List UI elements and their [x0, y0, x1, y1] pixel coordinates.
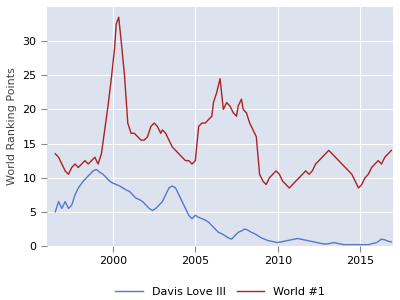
- Davis Love III: [53, 210, 58, 214]
- Davis Love III: [341, 243, 346, 246]
- World #1: [389, 148, 394, 152]
- World #1: [251, 128, 256, 132]
- Davis Love III: [193, 214, 198, 217]
- Line: Davis Love III: Davis Love III: [55, 169, 392, 244]
- Y-axis label: World Ranking Points: World Ranking Points: [7, 68, 17, 185]
- World #1: [350, 172, 354, 176]
- Davis Love III: [147, 207, 152, 210]
- World #1: [53, 152, 58, 156]
- Davis Love III: [226, 236, 231, 240]
- World #1: [116, 15, 121, 19]
- World #1: [287, 186, 292, 190]
- Davis Love III: [94, 168, 99, 171]
- World #1: [270, 172, 275, 176]
- Line: World #1: World #1: [55, 17, 392, 188]
- Davis Love III: [389, 240, 394, 244]
- World #1: [63, 169, 68, 173]
- Davis Love III: [358, 243, 362, 246]
- Legend: Davis Love III, World #1: Davis Love III, World #1: [110, 283, 330, 300]
- Davis Love III: [101, 172, 106, 176]
- World #1: [247, 121, 252, 125]
- Davis Love III: [216, 230, 221, 234]
- World #1: [284, 183, 288, 186]
